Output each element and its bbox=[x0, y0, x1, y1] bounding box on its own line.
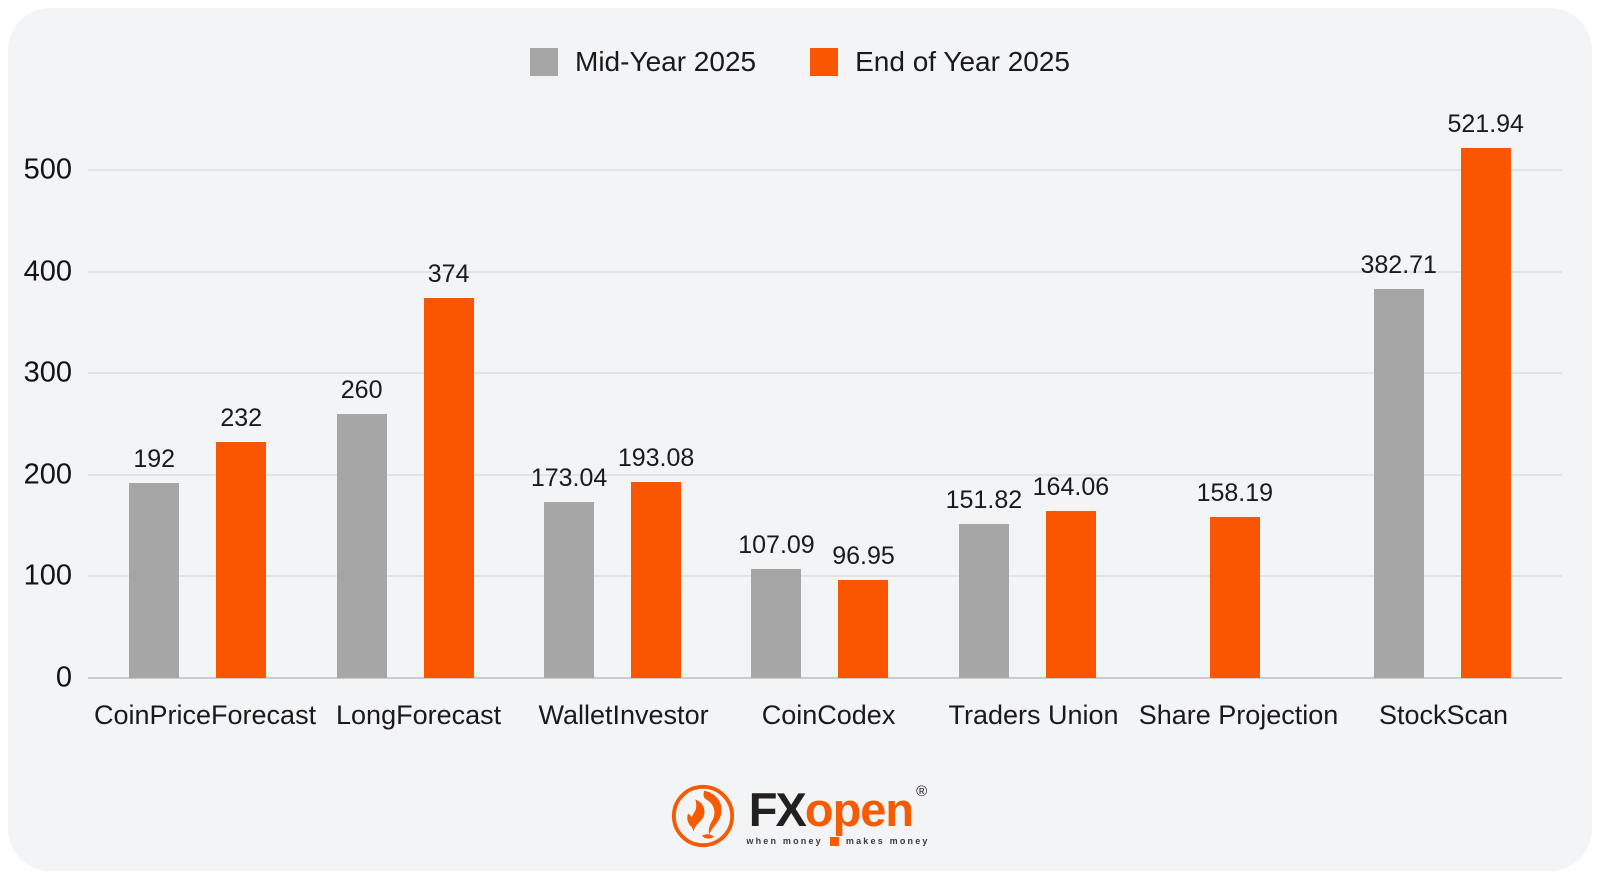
bar: 158.19 bbox=[1197, 479, 1273, 678]
category-label: Share Projection bbox=[1138, 700, 1339, 730]
y-tick-label: 400 bbox=[23, 255, 72, 288]
bar: 232 bbox=[216, 404, 267, 678]
brand-tagline: when money makes money bbox=[746, 836, 929, 846]
bar-group: 382.71 521.94 bbox=[1339, 110, 1546, 678]
legend: Mid-Year 2025 End of Year 2025 bbox=[8, 46, 1592, 78]
bar-value-label: 164.06 bbox=[1032, 473, 1110, 502]
legend-swatch bbox=[810, 48, 839, 76]
gridline: 100 bbox=[24, 560, 1562, 592]
gridline: 300 bbox=[24, 357, 1562, 389]
y-tick-label: 300 bbox=[23, 356, 72, 389]
category-label: StockScan bbox=[1378, 700, 1509, 730]
gridline: 500 bbox=[24, 154, 1562, 186]
legend-swatch bbox=[530, 48, 559, 76]
bar: 521.94 bbox=[1448, 110, 1524, 678]
legend-label: End of Year 2025 bbox=[855, 46, 1070, 77]
registered-mark: ® bbox=[916, 783, 928, 800]
gridline: 0 bbox=[56, 662, 1562, 694]
bar-value-label: 232 bbox=[220, 404, 263, 433]
y-tick-label: 200 bbox=[23, 458, 72, 491]
bar-value-label: 151.82 bbox=[945, 485, 1023, 514]
lion-emblem-icon bbox=[672, 784, 735, 848]
category-label: LongForecast bbox=[336, 700, 502, 730]
bar: 193.08 bbox=[618, 444, 694, 678]
bar-group: 151.82 164.06 bbox=[924, 473, 1131, 678]
bar: 96.95 bbox=[832, 542, 895, 678]
bar: 374 bbox=[423, 260, 474, 678]
legend-item: End of Year 2025 bbox=[810, 46, 1070, 78]
bar-value-label: 374 bbox=[427, 260, 470, 289]
plot-area: 0 100 200 300 400 500 192 232 260 374 173.04 193.0… bbox=[24, 110, 1562, 694]
legend-item: Mid-Year 2025 bbox=[530, 46, 756, 78]
gridline: 200 bbox=[24, 458, 1562, 490]
bar-group: 158.19 bbox=[1131, 479, 1338, 678]
bar-group: 260 374 bbox=[301, 260, 508, 678]
bar-group: 192 232 bbox=[94, 404, 301, 678]
bar-value-label: 260 bbox=[340, 375, 383, 404]
category-label: WalletInvestor bbox=[538, 700, 709, 730]
bar-value-label: 158.19 bbox=[1196, 479, 1274, 508]
gridline: 400 bbox=[24, 255, 1562, 287]
bar: 107.09 bbox=[738, 531, 815, 678]
bar: 164.06 bbox=[1033, 473, 1109, 678]
tagline-right: makes money bbox=[845, 836, 930, 846]
brand-fx-text: FX bbox=[748, 783, 807, 836]
bar-value-label: 193.08 bbox=[617, 443, 695, 472]
brand-wordmark: FX open ® when money makes money bbox=[746, 783, 929, 846]
tagline-square-icon bbox=[829, 836, 839, 846]
bar-value-label: 96.95 bbox=[832, 541, 895, 570]
bar: 173.04 bbox=[531, 464, 607, 678]
bar-value-label: 192 bbox=[133, 444, 176, 473]
bar-value-label: 521.94 bbox=[1447, 109, 1524, 138]
y-tick-label: 100 bbox=[23, 559, 72, 592]
bar-value-label: 107.09 bbox=[738, 531, 815, 560]
x-axis-labels: CoinPriceForecast LongForecast WalletInves… bbox=[94, 700, 1546, 731]
brand-open-text: open bbox=[804, 783, 914, 836]
category-label: CoinPriceForecast bbox=[94, 700, 317, 730]
bar: 151.82 bbox=[946, 486, 1022, 678]
bar-group: 173.04 193.08 bbox=[509, 444, 716, 678]
bar-group: 107.09 96.95 bbox=[716, 531, 923, 678]
bar-groups: 192 232 260 374 173.04 193.08 107.09 96.95 151.8… bbox=[94, 110, 1546, 678]
chart-card: Mid-Year 2025 End of Year 2025 0 100 200 300… bbox=[8, 8, 1592, 871]
tagline-left: when money bbox=[746, 836, 823, 846]
y-tick-label: 500 bbox=[23, 153, 72, 186]
fxopen-logo: FX open ® when money makes money bbox=[8, 783, 1592, 849]
category-label: CoinCodex bbox=[761, 700, 896, 730]
bar: 260 bbox=[336, 376, 387, 678]
legend-label: Mid-Year 2025 bbox=[575, 46, 757, 77]
category-label: Traders Union bbox=[948, 700, 1119, 730]
bar: 382.71 bbox=[1361, 251, 1437, 678]
bar-value-label: 173.04 bbox=[530, 464, 608, 493]
bar: 192 bbox=[129, 445, 180, 678]
bar-value-label: 382.71 bbox=[1360, 251, 1437, 280]
y-tick-label: 0 bbox=[55, 661, 72, 694]
